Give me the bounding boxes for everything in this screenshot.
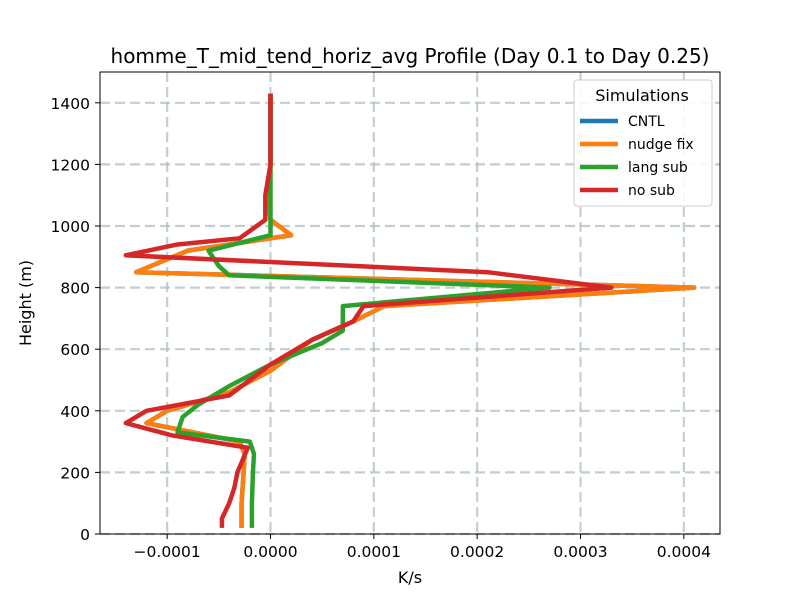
y-axis-label: Height (m) xyxy=(16,260,35,346)
x-tick-label: 0.0002 xyxy=(450,543,504,561)
y-tick-label: 1400 xyxy=(51,95,90,113)
legend-label-no-sub: no sub xyxy=(628,183,675,199)
legend-label-cntl: CNTL xyxy=(628,114,665,130)
plot-frame xyxy=(99,71,721,535)
legend-box xyxy=(573,79,713,207)
legend-title: Simulations xyxy=(595,86,689,105)
x-tick-label: 0.0004 xyxy=(657,543,711,561)
y-tick-label: 1000 xyxy=(51,218,90,236)
x-axis-label: K/s xyxy=(398,568,422,587)
series-layer xyxy=(123,93,697,528)
x-tick-label: −0.0001 xyxy=(134,543,201,561)
x-axis-ticks: −0.0001 0.0000 0.0001 0.0002 0.0003 0.0004 xyxy=(134,534,711,561)
series-line-no-sub xyxy=(123,93,614,528)
series-line-lang-sub xyxy=(175,93,552,528)
y-tick-label: 200 xyxy=(60,464,90,482)
x-tick-label: 0.0003 xyxy=(553,543,607,561)
legend-label-nudge-fix: nudge fix xyxy=(628,137,694,153)
y-tick-label: 1200 xyxy=(51,156,90,174)
legend-label-lang-sub: lang sub xyxy=(628,160,688,176)
chart-title: homme_T_mid_tend_horiz_avg Profile (Day … xyxy=(111,44,710,68)
y-tick-label: 800 xyxy=(60,280,90,298)
y-axis-ticks: 0 200 400 600 800 1000 1200 1400 xyxy=(51,95,100,544)
legend-entries: CNTL nudge fix lang sub no sub xyxy=(580,114,694,199)
legend: Simulations CNTL nudge fix lang sub no sub xyxy=(573,79,713,207)
y-tick-label: 400 xyxy=(60,403,90,421)
x-tick-label: 0.0000 xyxy=(243,543,297,561)
y-tick-label: 0 xyxy=(80,526,90,544)
x-tick-label: 0.0001 xyxy=(347,543,401,561)
y-tick-label: 600 xyxy=(60,341,90,359)
